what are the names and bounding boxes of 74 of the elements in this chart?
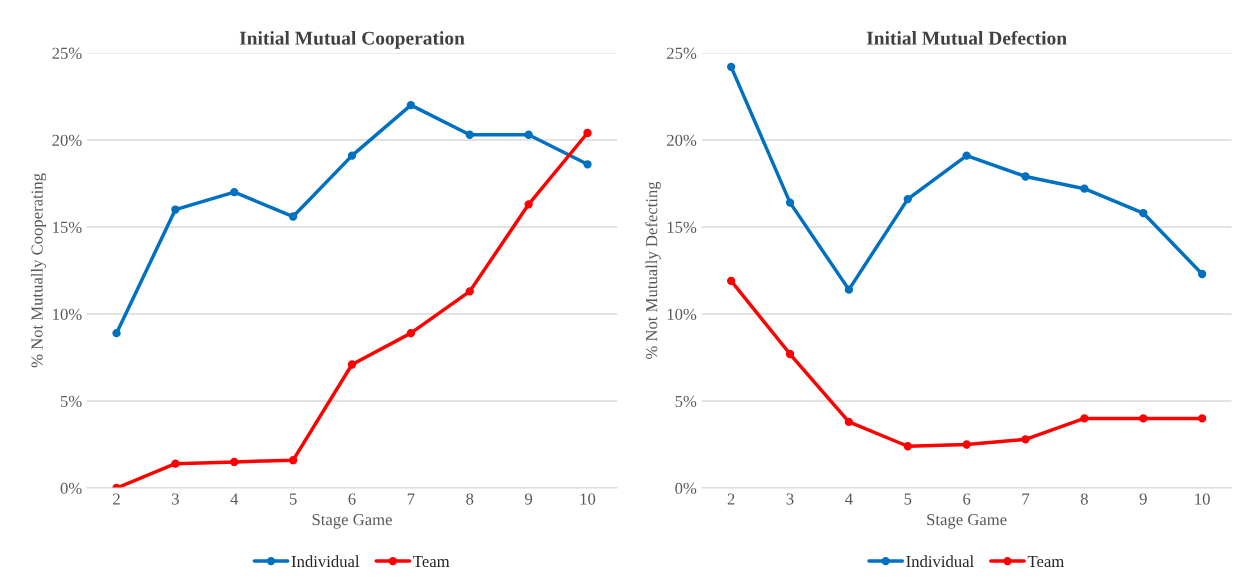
point: [962, 151, 971, 160]
y-tick-label: 15%: [667, 221, 697, 233]
x-tick-label: 10: [580, 493, 596, 505]
legend-label: Team: [1027, 556, 1065, 568]
point: [1080, 184, 1089, 193]
point: [230, 457, 239, 467]
point: [844, 285, 854, 294]
point: [1197, 414, 1207, 423]
point: [524, 200, 533, 209]
y-tick-label: 20%: [52, 134, 82, 146]
point: [1197, 269, 1207, 279]
point: [465, 287, 474, 296]
point: [406, 328, 416, 338]
point: [288, 456, 298, 465]
x-tick-label: 10: [1195, 493, 1210, 505]
point: [406, 100, 416, 110]
x-tick-label: 6: [963, 493, 971, 505]
x-tick-label: 5: [289, 493, 297, 505]
y-axis-title: % Not Mutually Cooperating: [30, 173, 47, 368]
point: [903, 442, 912, 451]
point: [1021, 435, 1030, 444]
y-tick-label: 5%: [675, 395, 697, 408]
y-tick-label: 25%: [667, 47, 697, 59]
legend-label: Individual: [291, 555, 360, 568]
y-tick-label: 5%: [60, 395, 82, 408]
x-tick-label: 2: [727, 493, 735, 505]
y-tick-label: 10%: [667, 308, 697, 320]
x-axis-title: Stage Game: [927, 514, 1007, 529]
x-tick-label: 7: [1022, 493, 1030, 505]
legend-label: Individual: [906, 555, 974, 568]
point: [1080, 414, 1089, 423]
point: [524, 130, 533, 139]
x-tick-label: 9: [524, 493, 533, 505]
point: [347, 151, 357, 160]
point: [726, 62, 736, 72]
legend-label: Team: [413, 556, 450, 568]
x-tick-label: 9: [1139, 493, 1147, 505]
y-tick-label: 0%: [60, 482, 82, 495]
y-tick-label: 15%: [53, 221, 82, 233]
point: [171, 205, 180, 214]
point: [903, 194, 912, 204]
point: [785, 198, 795, 207]
point: [288, 212, 298, 221]
y-tick-label: 0%: [675, 482, 697, 495]
x-tick-label: 7: [407, 493, 415, 505]
point: [465, 130, 474, 139]
x-tick-label: 4: [845, 493, 853, 505]
x-tick-label: 5: [904, 493, 912, 505]
point: [583, 128, 592, 138]
x-tick-label: 6: [348, 493, 356, 505]
y-tick-label: 25%: [52, 47, 82, 59]
x-tick-label: 8: [1080, 493, 1088, 505]
point: [962, 440, 971, 449]
chart-title: Initial Mutual Defection: [866, 30, 1067, 45]
point: [726, 276, 736, 286]
y-axis-title: % Not Mutually Defecting: [645, 181, 661, 360]
point: [230, 187, 239, 197]
x-tick-label: 8: [466, 493, 474, 505]
point: [171, 459, 180, 468]
x-tick-label: 3: [172, 493, 179, 505]
x-tick-label: 3: [786, 493, 794, 505]
point: [844, 417, 854, 427]
x-tick-label: 2: [113, 493, 120, 505]
chart-title: Initial Mutual Cooperation: [239, 31, 465, 49]
point: [112, 328, 121, 338]
y-tick-label: 10%: [53, 308, 82, 320]
point: [347, 360, 357, 369]
point: [1139, 414, 1148, 423]
x-tick-label: 4: [230, 493, 239, 505]
x-axis-title: Stage Game: [312, 514, 392, 529]
y-tick-label: 20%: [667, 134, 697, 146]
point: [1139, 208, 1148, 218]
point: [785, 349, 795, 359]
point: [583, 160, 592, 169]
